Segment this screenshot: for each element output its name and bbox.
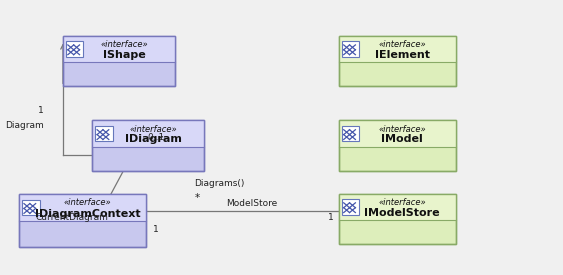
Bar [339, 194, 456, 244]
Bar [342, 199, 359, 214]
Bar [339, 120, 456, 171]
Text: CurrentDiagram: CurrentDiagram [35, 213, 109, 222]
Bar [22, 200, 39, 215]
Text: IShape: IShape [102, 50, 145, 60]
Text: 1: 1 [153, 225, 158, 234]
Bar [19, 194, 146, 247]
Text: IModel: IModel [381, 134, 423, 144]
Text: *: * [195, 193, 200, 204]
Text: IDiagramContext: IDiagramContext [34, 209, 140, 219]
Text: «interface»: «interface» [100, 40, 148, 49]
Bar [339, 36, 456, 62]
Bar [19, 194, 146, 247]
Bar [342, 126, 359, 141]
Bar [92, 120, 204, 147]
Bar [339, 194, 456, 220]
Text: Diagrams(): Diagrams() [195, 179, 245, 188]
Text: IElement: IElement [374, 50, 430, 60]
Text: «interface»: «interface» [64, 198, 111, 207]
Bar [339, 36, 456, 86]
Bar [63, 36, 175, 86]
Bar [92, 120, 204, 171]
Bar [339, 194, 456, 244]
Text: Diagram: Diagram [5, 121, 43, 130]
Bar [95, 126, 113, 141]
Bar [339, 120, 456, 147]
Text: IModelStore: IModelStore [364, 208, 440, 218]
Text: «interface»: «interface» [378, 198, 426, 207]
Text: «interface»: «interface» [378, 40, 426, 49]
Bar [63, 36, 175, 86]
Text: 1: 1 [328, 213, 334, 222]
Bar [19, 194, 146, 221]
Text: «interface»: «interface» [129, 125, 177, 134]
Text: 0..1: 0..1 [147, 133, 164, 142]
Bar [66, 41, 83, 57]
Bar [92, 120, 204, 171]
Bar [342, 41, 359, 57]
Bar [339, 120, 456, 171]
Text: 1: 1 [38, 106, 43, 115]
Text: IDiagram: IDiagram [124, 134, 182, 144]
Text: «interface»: «interface» [378, 125, 426, 134]
Bar [339, 36, 456, 86]
Text: ModelStore: ModelStore [226, 199, 278, 208]
Bar [63, 36, 175, 62]
